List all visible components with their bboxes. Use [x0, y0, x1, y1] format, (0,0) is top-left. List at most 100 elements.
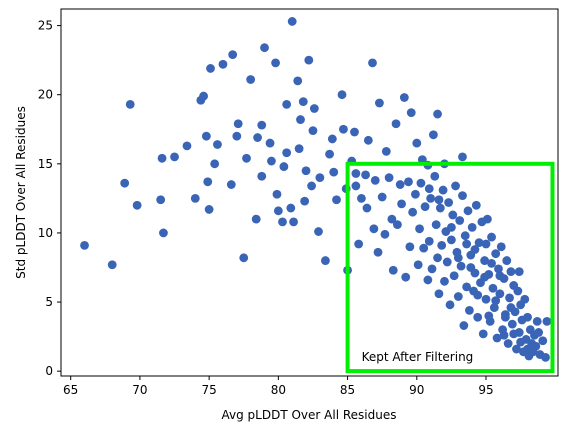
- data-point: [351, 169, 361, 178]
- data-point: [456, 261, 466, 271]
- data-point: [470, 245, 480, 254]
- data-point: [516, 337, 526, 347]
- x-tick-label: 95: [478, 383, 493, 397]
- data-point: [500, 312, 510, 322]
- data-point: [499, 330, 509, 340]
- data-point: [271, 58, 280, 68]
- data-point: [405, 242, 415, 252]
- data-point: [505, 293, 514, 303]
- data-point: [513, 286, 523, 296]
- data-point: [448, 210, 458, 220]
- data-point: [296, 115, 305, 124]
- data-point: [444, 198, 454, 207]
- data-point: [492, 333, 502, 343]
- data-point: [433, 109, 442, 119]
- data-point: [445, 300, 455, 310]
- data-point: [453, 253, 463, 263]
- data-point: [503, 339, 513, 348]
- data-point: [201, 131, 211, 141]
- data-point: [332, 195, 341, 205]
- data-point: [416, 178, 426, 188]
- data-point: [514, 267, 524, 277]
- data-point: [480, 272, 490, 282]
- data-point: [512, 344, 521, 354]
- x-tick-label: 85: [340, 383, 355, 397]
- data-point: [282, 148, 292, 158]
- data-point: [496, 242, 506, 252]
- data-point: [370, 176, 380, 185]
- data-point: [157, 153, 167, 163]
- data-point: [357, 193, 366, 203]
- data-point: [453, 292, 463, 301]
- filter-highlight-box: [345, 161, 555, 374]
- data-point: [458, 152, 467, 162]
- data-point: [462, 239, 472, 249]
- data-point: [362, 203, 372, 213]
- data-point: [125, 99, 135, 109]
- y-tick-label: 0: [45, 364, 53, 378]
- y-axis-label: Std pLDDT Over All Residues: [14, 106, 28, 279]
- data-point: [509, 329, 519, 339]
- data-point: [325, 149, 334, 159]
- data-point: [309, 104, 319, 113]
- data-point: [455, 216, 465, 225]
- data-point: [387, 214, 397, 224]
- data-point: [308, 126, 318, 136]
- data-point: [239, 253, 249, 263]
- data-point: [435, 203, 445, 213]
- data-point: [251, 214, 261, 224]
- data-point: [438, 185, 448, 195]
- data-point: [430, 171, 440, 181]
- data-point: [298, 97, 308, 107]
- data-point: [226, 180, 236, 189]
- data-point: [199, 91, 208, 101]
- data-point: [399, 93, 409, 102]
- data-point: [427, 264, 437, 274]
- data-point: [507, 319, 517, 329]
- data-point: [523, 344, 532, 354]
- data-point: [419, 243, 429, 253]
- data-point: [506, 303, 516, 312]
- data-point: [413, 260, 423, 270]
- data-point: [542, 317, 552, 326]
- data-point: [423, 275, 433, 285]
- data-point: [495, 289, 505, 299]
- data-point: [411, 189, 420, 199]
- data-point: [397, 199, 406, 209]
- data-point: [487, 232, 496, 242]
- data-point: [467, 223, 477, 232]
- x-tick-label: 80: [271, 383, 286, 397]
- data-point: [232, 131, 242, 141]
- x-tick-label: 90: [409, 383, 424, 397]
- data-point: [377, 192, 387, 202]
- data-point: [246, 75, 256, 84]
- data-point: [363, 135, 373, 145]
- data-point: [204, 205, 214, 214]
- data-point: [424, 236, 434, 246]
- data-point: [301, 166, 311, 176]
- data-point: [132, 200, 142, 210]
- data-point: [182, 141, 192, 151]
- data-point: [488, 283, 498, 293]
- data-point: [156, 195, 166, 205]
- data-point: [538, 336, 548, 346]
- data-point: [502, 256, 512, 265]
- data-point: [429, 130, 438, 140]
- data-point: [351, 181, 361, 191]
- data-point: [491, 296, 501, 306]
- data-point: [487, 258, 496, 268]
- data-point: [408, 207, 418, 217]
- data-point: [447, 223, 456, 232]
- data-point: [404, 177, 413, 187]
- data-point: [315, 173, 325, 183]
- data-point: [373, 247, 383, 257]
- data-point: [314, 227, 323, 236]
- data-point: [329, 167, 339, 177]
- data-point: [282, 99, 292, 109]
- data-point: [381, 146, 391, 156]
- data-point: [170, 152, 179, 162]
- data-point: [361, 170, 370, 180]
- data-point: [437, 240, 447, 250]
- data-point: [495, 271, 505, 281]
